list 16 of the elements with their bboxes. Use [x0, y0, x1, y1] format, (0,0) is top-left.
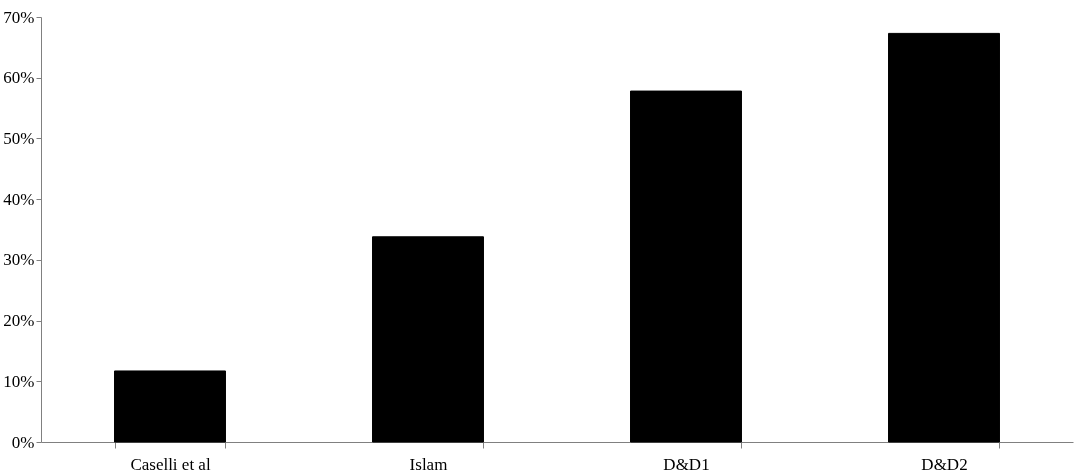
y-tick-label: 70% [3, 7, 35, 27]
bar [114, 370, 226, 443]
y-tick-label: 0% [11, 432, 35, 452]
y-tick-label: 30% [3, 250, 35, 270]
y-tick-label: 60% [3, 68, 35, 88]
x-tick-label: D&D1 [663, 454, 710, 474]
x-tick-label: Caselli et al [130, 454, 211, 474]
bar [372, 236, 484, 443]
y-tick-label: 50% [3, 128, 35, 148]
y-tick-label: 10% [3, 371, 35, 391]
y-tick-label: 40% [3, 189, 35, 209]
x-tick-label: D&D2 [921, 454, 968, 474]
y-tick-label: 20% [3, 311, 35, 331]
bar [888, 32, 1000, 443]
bar [630, 90, 742, 443]
x-tick-label: Islam [409, 454, 448, 474]
